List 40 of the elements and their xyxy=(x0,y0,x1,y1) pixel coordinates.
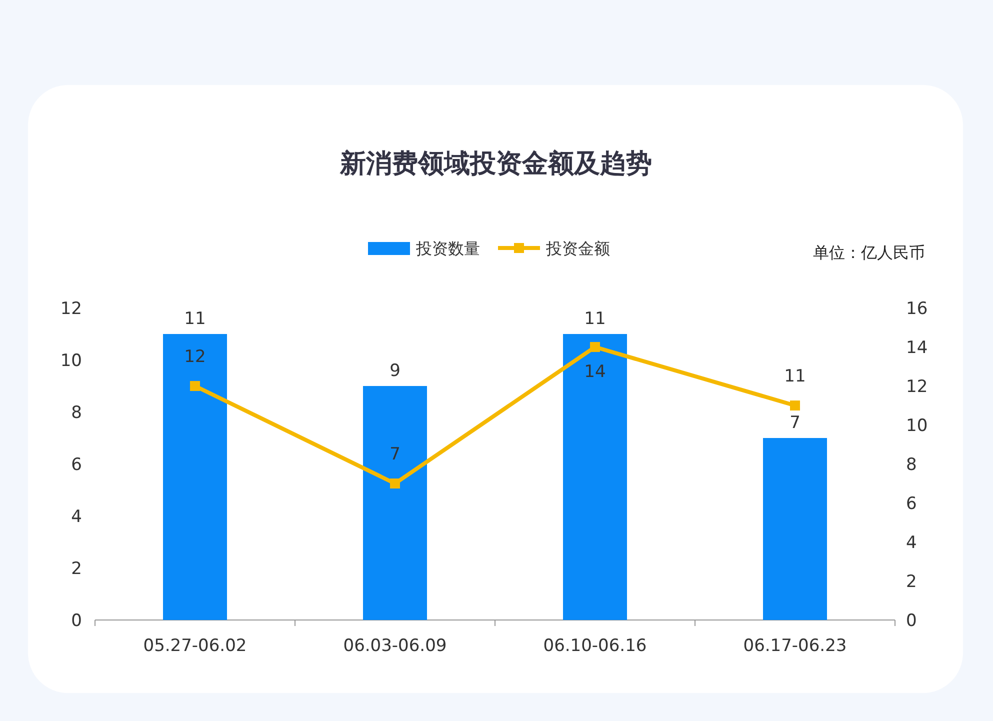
y2-tick-label: 8 xyxy=(906,455,917,475)
data-label: 7 xyxy=(390,444,400,464)
x-tick-label: 06.10-06.16 xyxy=(543,636,647,656)
y-tick-label: 4 xyxy=(71,507,82,527)
point xyxy=(190,381,200,391)
data-label: 9 xyxy=(390,361,400,381)
bar xyxy=(363,386,427,620)
data-label: 11 xyxy=(784,366,806,386)
y-tick-label: 12 xyxy=(60,299,82,319)
point xyxy=(790,400,800,410)
y2-tick-label: 14 xyxy=(906,338,928,358)
data-label: 12 xyxy=(184,347,206,367)
y2-tick-label: 4 xyxy=(906,533,917,553)
y-tick-label: 6 xyxy=(71,455,82,475)
y2-tick-label: 16 xyxy=(906,299,928,319)
y-tick-label: 0 xyxy=(71,611,82,631)
bar xyxy=(763,438,827,620)
y2-tick-label: 10 xyxy=(906,416,928,436)
legend-label: 投资金额 xyxy=(545,239,610,258)
data-label: 11 xyxy=(184,309,206,329)
y-tick-label: 2 xyxy=(71,559,82,579)
y-tick-label: 8 xyxy=(71,403,82,423)
data-label: 7 xyxy=(790,413,800,433)
y2-tick-label: 6 xyxy=(906,494,917,514)
legend-label: 投资数量 xyxy=(415,239,480,258)
bar xyxy=(563,334,627,620)
data-label: 11 xyxy=(584,309,606,329)
point xyxy=(390,478,400,488)
y2-tick-label: 12 xyxy=(906,377,928,397)
point xyxy=(590,342,600,352)
y2-tick-label: 0 xyxy=(906,611,917,631)
chart-title: 新消费领域投资金额及趋势 xyxy=(339,149,652,179)
x-tick-label: 06.03-06.09 xyxy=(343,636,447,656)
y-tick-label: 10 xyxy=(60,351,82,371)
text: 单位：亿人民币 xyxy=(813,243,925,262)
bar xyxy=(163,334,227,620)
data-label: 14 xyxy=(584,362,606,382)
x-tick-label: 06.17-06.23 xyxy=(743,636,847,656)
y2-tick-label: 2 xyxy=(906,572,917,592)
x-tick-label: 05.27-06.02 xyxy=(143,636,247,656)
